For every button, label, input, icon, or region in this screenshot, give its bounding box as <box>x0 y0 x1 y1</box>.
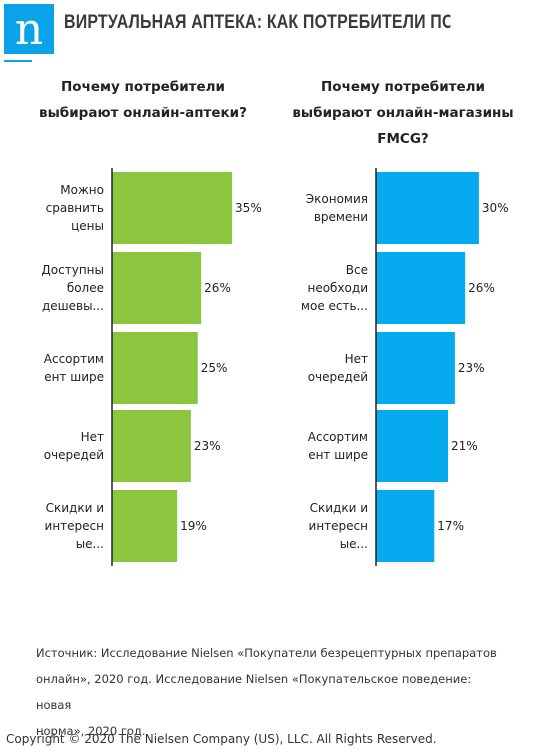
source-line: Источник: Исследование Nielsen «Покупате… <box>36 646 497 660</box>
chart-left-value-label: 23% <box>194 439 221 453</box>
chart-right-bar <box>376 172 479 244</box>
logo-letter: n <box>15 4 43 54</box>
chart-right-value-label: 21% <box>451 439 478 453</box>
chart-left-bar <box>112 172 233 244</box>
page-title: ВИРТУАЛЬНАЯ АПТЕКА: КАК ПОТРЕБИТЕЛИ ПОКУ… <box>64 12 450 33</box>
source-line: норма», 2020 год. <box>36 724 146 738</box>
source-line: онлайн», 2020 год. Исследование Nielsen … <box>36 672 472 712</box>
chart-right-title: Почему потребители выбирают онлайн-магаз… <box>288 74 518 152</box>
chart-left-bar <box>112 410 191 482</box>
copyright-notice: Copyright © 2020 The Nielsen Company (US… <box>6 732 437 746</box>
chart-right-value-label: 26% <box>468 281 495 295</box>
chart-left-value-label: 19% <box>180 519 207 533</box>
chart-right-value-label: 17% <box>437 519 464 533</box>
chart-right-category-label: Скидки и интересн ые... <box>309 501 368 551</box>
chart-left-category-label: Ассортим ент шире <box>44 352 104 384</box>
chart-right-category-label: Все необходи мое есть... <box>301 263 368 313</box>
bar-charts: 35% Можно сравнить цены 26% Доступны более деше… <box>41 168 509 566</box>
chart-left-category-label: Нет очередей <box>44 430 104 462</box>
chart-right-category-label: Экономия времени <box>306 192 368 224</box>
chart-right-bar <box>376 490 435 562</box>
chart-left-category-label: Доступны более дешевы... <box>41 263 104 313</box>
chart-right-title-line: выбирают онлайн-магазины <box>292 105 514 121</box>
source-note: Источник: Исследование Nielsen «Покупате… <box>36 640 506 744</box>
chart-left-category-label: Можно сравнить цены <box>46 183 104 233</box>
chart-left-category-label: Скидки и интересн ые... <box>45 501 104 551</box>
chart-left-bar <box>112 252 202 324</box>
chart-left-value-label: 25% <box>201 361 228 375</box>
chart-left-value-label: 35% <box>235 201 262 215</box>
chart-right-bar <box>376 410 449 482</box>
chart-left-title: Почему потребители выбирают онлайн-аптек… <box>28 74 258 126</box>
chart-right-title-line: Почему потребители <box>321 79 485 95</box>
chart-right-category-label: Нет очередей <box>308 352 368 384</box>
chart-right-bar <box>376 332 455 404</box>
chart-right-category-label: Ассортим ент шире <box>308 430 368 462</box>
chart-right-value-label: 23% <box>458 361 485 375</box>
chart-right-value-label: 30% <box>482 201 509 215</box>
chart-left-bar <box>112 332 198 404</box>
header-divider <box>4 60 32 62</box>
chart-left-title-line: Почему потребители <box>61 79 225 95</box>
chart-left-title-line: выбирают онлайн-аптеки? <box>39 105 247 121</box>
chart-right-title-line: FMCG? <box>377 131 429 147</box>
chart-right-bar <box>376 252 466 324</box>
nielsen-logo: n <box>4 4 54 54</box>
chart-left-value-label: 26% <box>204 281 231 295</box>
chart-left-bar <box>112 490 178 562</box>
